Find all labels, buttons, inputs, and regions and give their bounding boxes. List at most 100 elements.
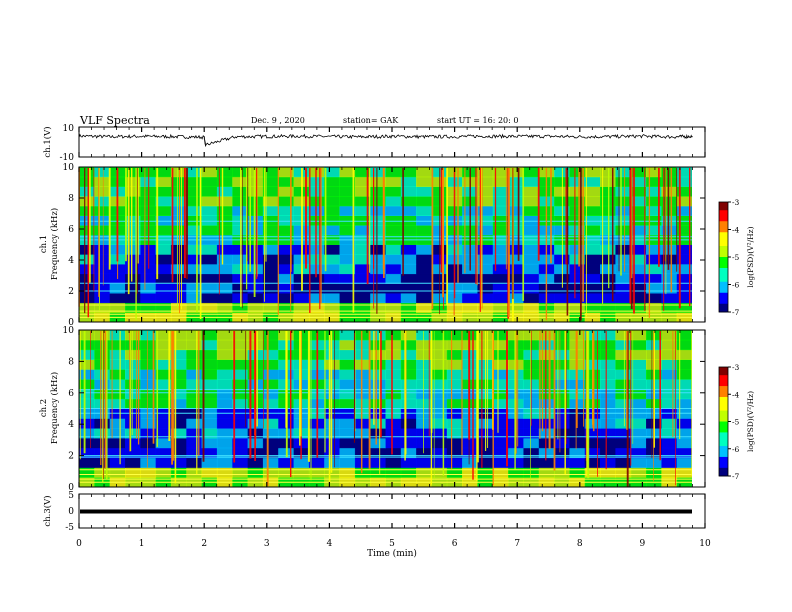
- ch2-spectrogram-cell: [600, 349, 616, 360]
- ch2-colorbar-swatch: [719, 369, 728, 373]
- ch1-spectrogram-cell: [477, 302, 494, 313]
- ch1-spectrogram-cell: [125, 196, 141, 207]
- ch2-spectrogram-cell: [339, 418, 356, 429]
- ch1-spectrogram-cell: [201, 176, 218, 187]
- ch1-spectrogram-cell: [354, 302, 371, 313]
- ch2-spectrogram-cell: [554, 437, 570, 449]
- ch1-spectrogram-cell: [523, 186, 540, 197]
- ch2-spectrogram-cell: [462, 437, 478, 449]
- ch2-colorbar-swatch: [719, 467, 728, 471]
- ch1-colorbar-swatch: [719, 215, 728, 219]
- ch2-spectrogram-cell: [232, 398, 249, 409]
- ch2-colorbar-swatch: [719, 446, 728, 450]
- ch2-spectrogram-cell: [370, 457, 386, 468]
- ch2-spectrogram-cell: [354, 349, 371, 360]
- ch1-spectrogram-cell: [646, 205, 662, 216]
- ch1-spectrogram-cell: [79, 283, 95, 294]
- ch2-spectrogram-cell: [339, 379, 356, 390]
- ch1-spectrogram-cell: [569, 244, 586, 255]
- ch2-spectrogram-cell: [354, 339, 371, 351]
- ch1-spectrogram-cell: [186, 186, 203, 197]
- ch2-spectrogram-cell: [538, 447, 555, 459]
- ch2-spectrogram-cell: [400, 359, 417, 370]
- ch2-spectrogram-cell: [477, 467, 494, 478]
- ch1-spectrogram-cell: [508, 273, 524, 284]
- ch2-spectrogram-cell: [370, 398, 386, 409]
- ch1-spectrogram-image: [78, 167, 705, 323]
- ch2-spectrogram-cell: [538, 359, 555, 370]
- ch3-waveform-panel: 5 0 -5 ch.3(V): [42, 491, 706, 533]
- ch1-spectrogram-cell: [201, 302, 218, 313]
- ch2-spectrogram-cell: [216, 467, 233, 478]
- ch1-spectrogram-cell: [416, 167, 432, 178]
- ch1-spectrogram-cell: [155, 205, 172, 216]
- ch1-spectrogram-cell: [492, 186, 509, 197]
- ch2-spectrogram-ylabel-freq: Frequency (kHz): [49, 372, 60, 444]
- ch2-spectrogram-cell: [446, 379, 463, 390]
- ch2-spectrogram-cell: [79, 437, 95, 449]
- ch1-spectrogram-cell: [125, 186, 141, 197]
- ch1-waveform-line: [78, 133, 693, 148]
- ch2-spectrogram-cell: [186, 339, 203, 351]
- ch2-colorbar-swatch: [719, 451, 728, 455]
- ch3-waveform-ylabel: ch.3(V): [42, 495, 53, 526]
- ch1-spectrogram-cell: [508, 225, 524, 236]
- ch2-spectrogram-cell: [661, 379, 678, 390]
- ch1-spectrogram-cell: [400, 186, 417, 197]
- ch2-spectrogram-cell: [354, 369, 371, 380]
- ch2-spectrogram-cell: [201, 339, 218, 351]
- ch2-spectrogram-cell: [385, 437, 402, 449]
- ch1-spectrogram-cell: [508, 244, 524, 255]
- ch2-spectrogram-cell: [370, 418, 386, 429]
- ch2-spectrogram-cell: [109, 330, 126, 341]
- ch1-spectrogram-cell: [339, 215, 356, 226]
- ch2-spectrogram-cell: [125, 428, 141, 439]
- ch1-spectrogram-cell: [155, 273, 172, 284]
- ch2-spectrogram-cell: [339, 467, 356, 478]
- ch1-spectrogram-cell: [308, 283, 325, 294]
- ch2-colorbar-swatch: [719, 372, 728, 376]
- ch1-colorbar-swatch: [719, 202, 728, 206]
- ch2-spectrogram-cell: [446, 330, 463, 341]
- ch2-spectrogram-cell: [186, 398, 203, 409]
- ch1-spectrogram-cell: [523, 244, 540, 255]
- ch2-spectrogram-cell: [400, 398, 417, 409]
- ch1-spectrogram-cell: [354, 215, 371, 226]
- ch2-spectrogram-cell: [262, 339, 279, 351]
- ch2-spectrogram-cell: [170, 467, 187, 478]
- ch1-spectrogram-cell: [646, 254, 662, 265]
- ch2-spectrogram-cell: [385, 369, 402, 380]
- ch1-spectrogram-cell: [170, 263, 187, 275]
- ch2-spectrogram-cell: [339, 428, 356, 439]
- ch2-spectrogram-cell: [615, 398, 632, 409]
- ch1-spectrogram-cell: [125, 215, 141, 226]
- ch2-spectrogram-cell: [94, 359, 111, 370]
- ch1-spectrogram-cell: [600, 167, 616, 178]
- ch2-spectrogram-cell: [125, 359, 141, 370]
- ch1-spectrogram-cell: [370, 244, 386, 255]
- ch1-spectrogram-cell: [308, 167, 325, 178]
- ch1-spectrogram-cell: [477, 273, 494, 284]
- ch1-spectrogram-cell: [446, 302, 463, 313]
- ch2-spectrogram-cell: [584, 457, 601, 468]
- ch1-colorbar-swatch: [719, 207, 728, 211]
- ch2-spectrogram-cell: [661, 330, 678, 341]
- ch1-spectrogram-cell: [584, 302, 601, 313]
- ch2-spectrogram-cell: [477, 447, 494, 459]
- ch1-spectrogram-cell: [278, 205, 294, 216]
- ch1-spectrogram-cell: [523, 215, 540, 226]
- ch2-colorbar-swatch: [719, 432, 728, 436]
- ch1-spectrogram-cell: [339, 186, 356, 197]
- ch2-spectrogram-cell: [646, 447, 662, 459]
- ch1-colorbar-swatch: [719, 204, 728, 208]
- ch2-spectrogram-cell: [492, 428, 509, 439]
- ch1-spectrogram-ytick-label: 10: [63, 163, 75, 173]
- ch1-spectrogram-cell: [94, 225, 111, 236]
- ch1-spectrogram-cell: [385, 205, 402, 216]
- ch3-waveform-line: [80, 509, 692, 514]
- ch1-spectrogram-cell: [155, 186, 172, 197]
- ch1-spectrogram-cell: [508, 205, 524, 216]
- ch2-spectrogram-cell: [354, 379, 371, 390]
- ch2-spectrogram-cell: [155, 467, 172, 478]
- ch2-spectrogram-cell: [661, 388, 678, 400]
